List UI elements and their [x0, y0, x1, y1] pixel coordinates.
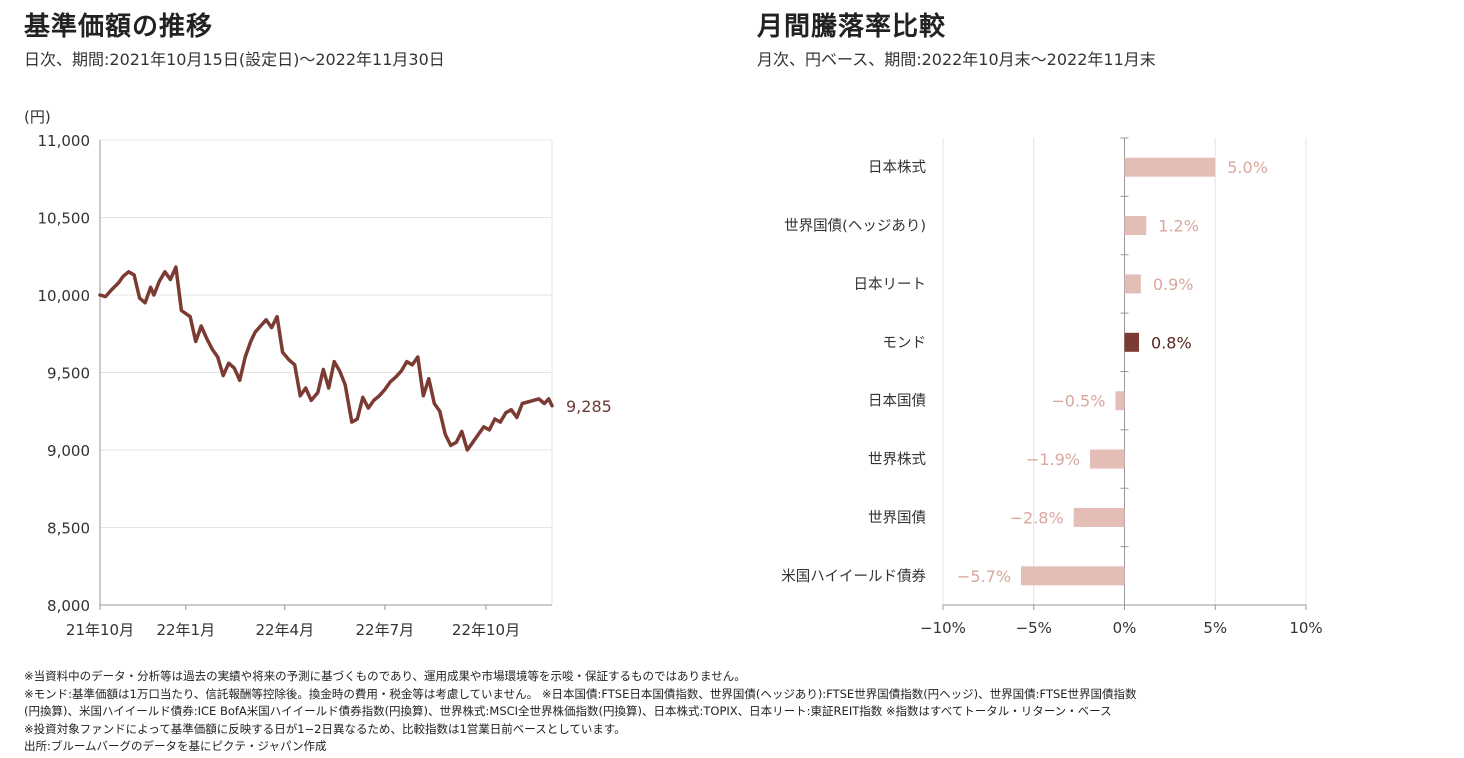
y-tick-label: 9,500 [47, 365, 90, 383]
value-label: −2.8% [1010, 508, 1064, 527]
x-tick-label: 22年1月 [156, 621, 215, 639]
value-label: −1.9% [1026, 450, 1080, 469]
left-chart-subtitle: 日次、期間:2021年10月15日(設定日)〜2022年11月30日 [24, 50, 445, 69]
bar [1124, 157, 1216, 177]
y-unit-label: (円) [24, 108, 51, 126]
right-chart-subtitle: 月次、円ベース、期間:2022年10月末〜2022年11月末 [757, 50, 1156, 69]
x-tick-label: −5% [1016, 619, 1052, 637]
x-tick-label: 22年7月 [356, 621, 415, 639]
y-tick-label: 9,000 [47, 442, 90, 460]
x-tick-label: 0% [1113, 619, 1137, 637]
bar [1090, 449, 1125, 469]
y-tick-label: 8,500 [47, 520, 90, 538]
footnote-line: ※モンド:基準価額は1万口当たり、信託報酬等控除後。換金時の費用・税金等は考慮し… [24, 686, 1137, 701]
category-label: 世界株式 [868, 451, 926, 468]
x-tick-label: 10% [1289, 619, 1322, 637]
y-tick-label: 10,000 [38, 287, 91, 305]
footnote-line: ※当資料中のデータ・分析等は過去の実績や将来の予測に基づくものであり、運用成果や… [24, 669, 746, 683]
y-tick-label: 10,500 [38, 210, 91, 228]
category-label: 世界国債(ヘッジあり) [784, 218, 926, 235]
bar [1073, 507, 1125, 527]
category-label: 日本リート [854, 276, 927, 293]
x-tick-label: 22年10月 [452, 621, 520, 639]
nav-series-line [98, 265, 554, 452]
category-label: 米国ハイイールド債券 [781, 568, 926, 585]
bar [1124, 274, 1141, 294]
bar [1115, 391, 1125, 411]
x-tick-label: 21年10月 [66, 621, 134, 639]
value-label: 1.2% [1158, 217, 1199, 236]
value-label: −5.7% [957, 567, 1011, 586]
end-value-label: 9,285 [566, 397, 612, 416]
footnote-line: ※投資対象ファンドによって基準価額に反映する日が1−2日異なるため、比較指数は1… [24, 721, 626, 736]
value-label: 0.8% [1151, 333, 1192, 352]
footnotes: ※当資料中のデータ・分析等は過去の実績や将来の予測に基づくものであり、運用成果や… [24, 668, 1454, 756]
bar [1124, 216, 1147, 236]
value-label: −0.5% [1051, 392, 1105, 411]
footnote-line: (円換算)、米国ハイイールド債券:ICE BofA米国ハイイールド債券指数(円換… [24, 704, 1112, 718]
x-tick-label: 22年4月 [255, 621, 314, 639]
bar [1021, 566, 1125, 586]
left-chart-title: 基準価額の推移 [24, 12, 214, 42]
x-tick-label: 5% [1203, 619, 1227, 637]
category-label: 日本国債 [868, 393, 926, 410]
nav-line-chart: 11,000 10,500 10,000 9,500 9,000 8,500 8,000 (円… [24, 108, 612, 639]
value-label: 5.0% [1227, 158, 1268, 177]
value-label: 0.9% [1153, 275, 1194, 294]
monthly-return-bar-chart: −10% −5% 0% 5% 10% 日本株式 5.0% 世界国債(ヘッジあり) 1.2% 日本リ… [781, 137, 1323, 637]
bar [1124, 332, 1140, 352]
category-label: モンド [883, 335, 927, 351]
x-tick-label: −10% [920, 619, 966, 637]
y-tick-label: 8,000 [47, 597, 90, 615]
y-tick-label: 11,000 [38, 132, 91, 150]
footnote-line: 出所:ブルームバーグのデータを基にピクテ・ジャパン作成 [24, 739, 327, 753]
right-chart-title: 月間騰落率比較 [757, 12, 947, 42]
category-label: 世界国債 [868, 509, 926, 526]
category-label: 日本株式 [868, 159, 926, 176]
